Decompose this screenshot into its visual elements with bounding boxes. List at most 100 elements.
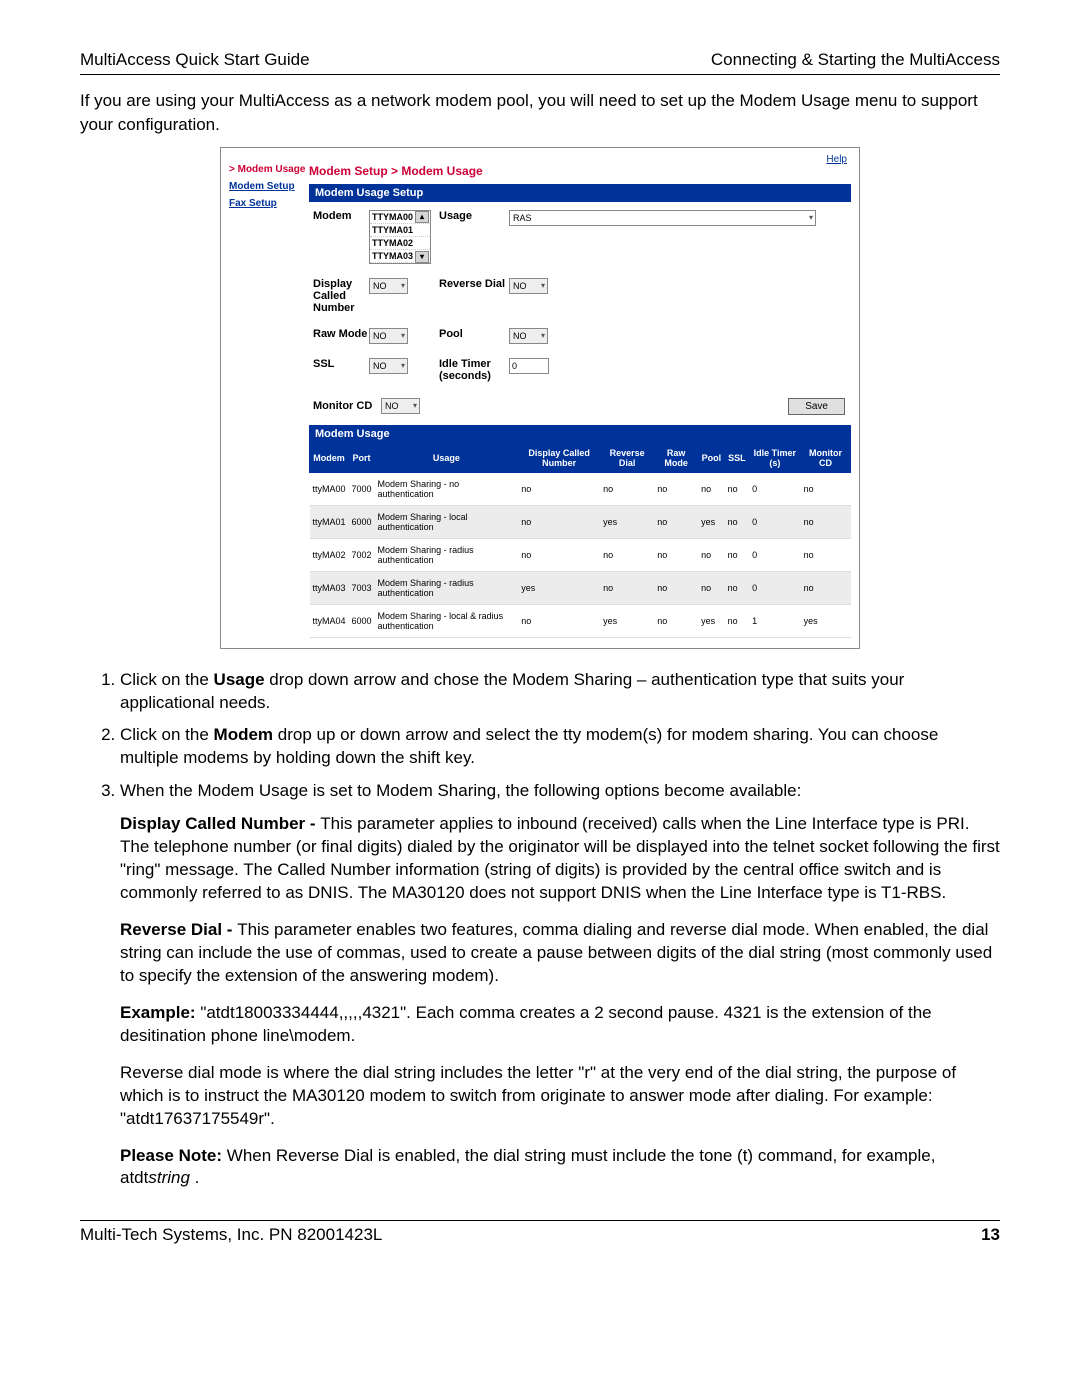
section-modem-usage-setup: Modem Usage Setup	[309, 184, 851, 202]
help-link[interactable]: Help	[826, 154, 847, 165]
reverse-dial-select[interactable]: NO	[509, 278, 548, 294]
table-cell: 1	[749, 604, 800, 637]
label-raw-mode: Raw Mode	[313, 328, 369, 340]
label-reverse-dial: Reverse Dial	[439, 278, 509, 290]
modem-up-arrow[interactable]: ▴	[415, 211, 429, 223]
table-cell: Modem Sharing - radius authentication	[375, 538, 519, 571]
dcn-select[interactable]: NO	[369, 278, 408, 294]
table-cell: no	[698, 538, 725, 571]
table-cell: no	[801, 505, 851, 538]
footer-left: Multi-Tech Systems, Inc. PN 82001423L	[80, 1225, 382, 1245]
table-cell: Modem Sharing - local authentication	[375, 505, 519, 538]
table-cell: 6000	[349, 604, 375, 637]
step-1: Click on the Usage drop down arrow and c…	[120, 669, 1000, 715]
idle-timer-input[interactable]: 0	[509, 358, 549, 374]
table-cell: ttyMA02	[310, 538, 349, 571]
table-cell: no	[725, 505, 750, 538]
table-row: ttyMA007000Modem Sharing - no authentica…	[310, 472, 851, 505]
label-pool: Pool	[439, 328, 509, 340]
modem-usage-table: ModemPortUsageDisplay Called NumberRever…	[309, 443, 851, 638]
table-cell: 7003	[349, 571, 375, 604]
table-header: Reverse Dial	[600, 443, 654, 472]
table-cell: no	[725, 604, 750, 637]
step-2: Click on the Modem drop up or down arrow…	[120, 724, 1000, 770]
table-cell: ttyMA01	[310, 505, 349, 538]
table-header: Usage	[375, 443, 519, 472]
table-cell: yes	[698, 505, 725, 538]
table-cell: 0	[749, 472, 800, 505]
pool-select[interactable]: NO	[509, 328, 548, 344]
modem-option[interactable]: TTYMA01	[370, 224, 430, 237]
label-idle-timer: Idle Timer (seconds)	[439, 358, 509, 382]
label-modem: Modem	[313, 210, 369, 222]
table-cell: no	[801, 472, 851, 505]
table-cell: yes	[600, 604, 654, 637]
label-dcn: Display Called Number	[313, 278, 369, 314]
table-cell: no	[654, 571, 698, 604]
table-header: Monitor CD	[801, 443, 851, 472]
nav-modem-setup[interactable]: Modem Setup	[229, 181, 309, 192]
modem-option[interactable]: TTYMA02	[370, 237, 430, 250]
header-left: MultiAccess Quick Start Guide	[80, 50, 310, 70]
table-header: SSL	[725, 443, 750, 472]
table-cell: yes	[518, 571, 600, 604]
sub-reverse-dial-mode: Reverse dial mode is where the dial stri…	[120, 1062, 1000, 1131]
table-cell: 7002	[349, 538, 375, 571]
table-row: ttyMA027002Modem Sharing - radius authen…	[310, 538, 851, 571]
table-cell: no	[518, 505, 600, 538]
table-header: Port	[349, 443, 375, 472]
sub-please-note: Please Note: When Reverse Dial is enable…	[120, 1145, 1000, 1191]
table-cell: no	[725, 571, 750, 604]
table-row: ttyMA016000Modem Sharing - local authent…	[310, 505, 851, 538]
table-cell: no	[518, 538, 600, 571]
raw-mode-select[interactable]: NO	[369, 328, 408, 344]
table-cell: yes	[698, 604, 725, 637]
table-cell: Modem Sharing - radius authentication	[375, 571, 519, 604]
table-cell: no	[654, 538, 698, 571]
page-number: 13	[981, 1225, 1000, 1245]
section-modem-usage: Modem Usage	[309, 425, 851, 443]
table-header: Raw Mode	[654, 443, 698, 472]
table-cell: no	[725, 472, 750, 505]
table-header: Modem	[310, 443, 349, 472]
table-cell: Modem Sharing - no authentication	[375, 472, 519, 505]
screenshot-panel: Help > Modem Usage Modem Setup Fax Setup…	[220, 147, 860, 649]
table-cell: no	[801, 538, 851, 571]
sub-dcn: Display Called Number - This parameter a…	[120, 813, 1000, 905]
table-cell: ttyMA03	[310, 571, 349, 604]
modem-listbox[interactable]: ▴ TTYMA00 TTYMA01 TTYMA02 TTYMA03 ▾	[369, 210, 431, 264]
save-button[interactable]: Save	[788, 398, 845, 415]
monitor-cd-select[interactable]: NO	[381, 398, 420, 414]
table-cell: 0	[749, 538, 800, 571]
table-cell: yes	[801, 604, 851, 637]
table-header: Idle Timer (s)	[749, 443, 800, 472]
sub-example: Example: "atdt18003334444,,,,,4321". Eac…	[120, 1002, 1000, 1048]
nav-fax-setup[interactable]: Fax Setup	[229, 198, 309, 209]
step-3: When the Modem Usage is set to Modem Sha…	[120, 780, 1000, 803]
label-usage: Usage	[439, 210, 509, 222]
table-cell: no	[654, 505, 698, 538]
table-cell: no	[600, 571, 654, 604]
table-cell: no	[654, 604, 698, 637]
modem-down-arrow[interactable]: ▾	[415, 251, 429, 263]
intro-text: If you are using your MultiAccess as a n…	[80, 89, 1000, 137]
table-cell: no	[801, 571, 851, 604]
table-cell: no	[600, 538, 654, 571]
table-cell: ttyMA00	[310, 472, 349, 505]
table-cell: no	[698, 571, 725, 604]
table-cell: ttyMA04	[310, 604, 349, 637]
table-cell: no	[654, 472, 698, 505]
table-row: ttyMA037003Modem Sharing - radius authen…	[310, 571, 851, 604]
usage-select[interactable]: RAS	[509, 210, 816, 226]
table-cell: no	[725, 538, 750, 571]
nav-modem-usage[interactable]: > Modem Usage	[229, 164, 309, 175]
header-right: Connecting & Starting the MultiAccess	[711, 50, 1000, 70]
ssl-select[interactable]: NO	[369, 358, 408, 374]
table-cell: Modem Sharing - local & radius authentic…	[375, 604, 519, 637]
sub-reverse-dial: Reverse Dial - This parameter enables tw…	[120, 919, 1000, 988]
table-cell: no	[518, 472, 600, 505]
label-ssl: SSL	[313, 358, 369, 370]
table-cell: yes	[600, 505, 654, 538]
table-cell: no	[600, 472, 654, 505]
table-cell: no	[518, 604, 600, 637]
